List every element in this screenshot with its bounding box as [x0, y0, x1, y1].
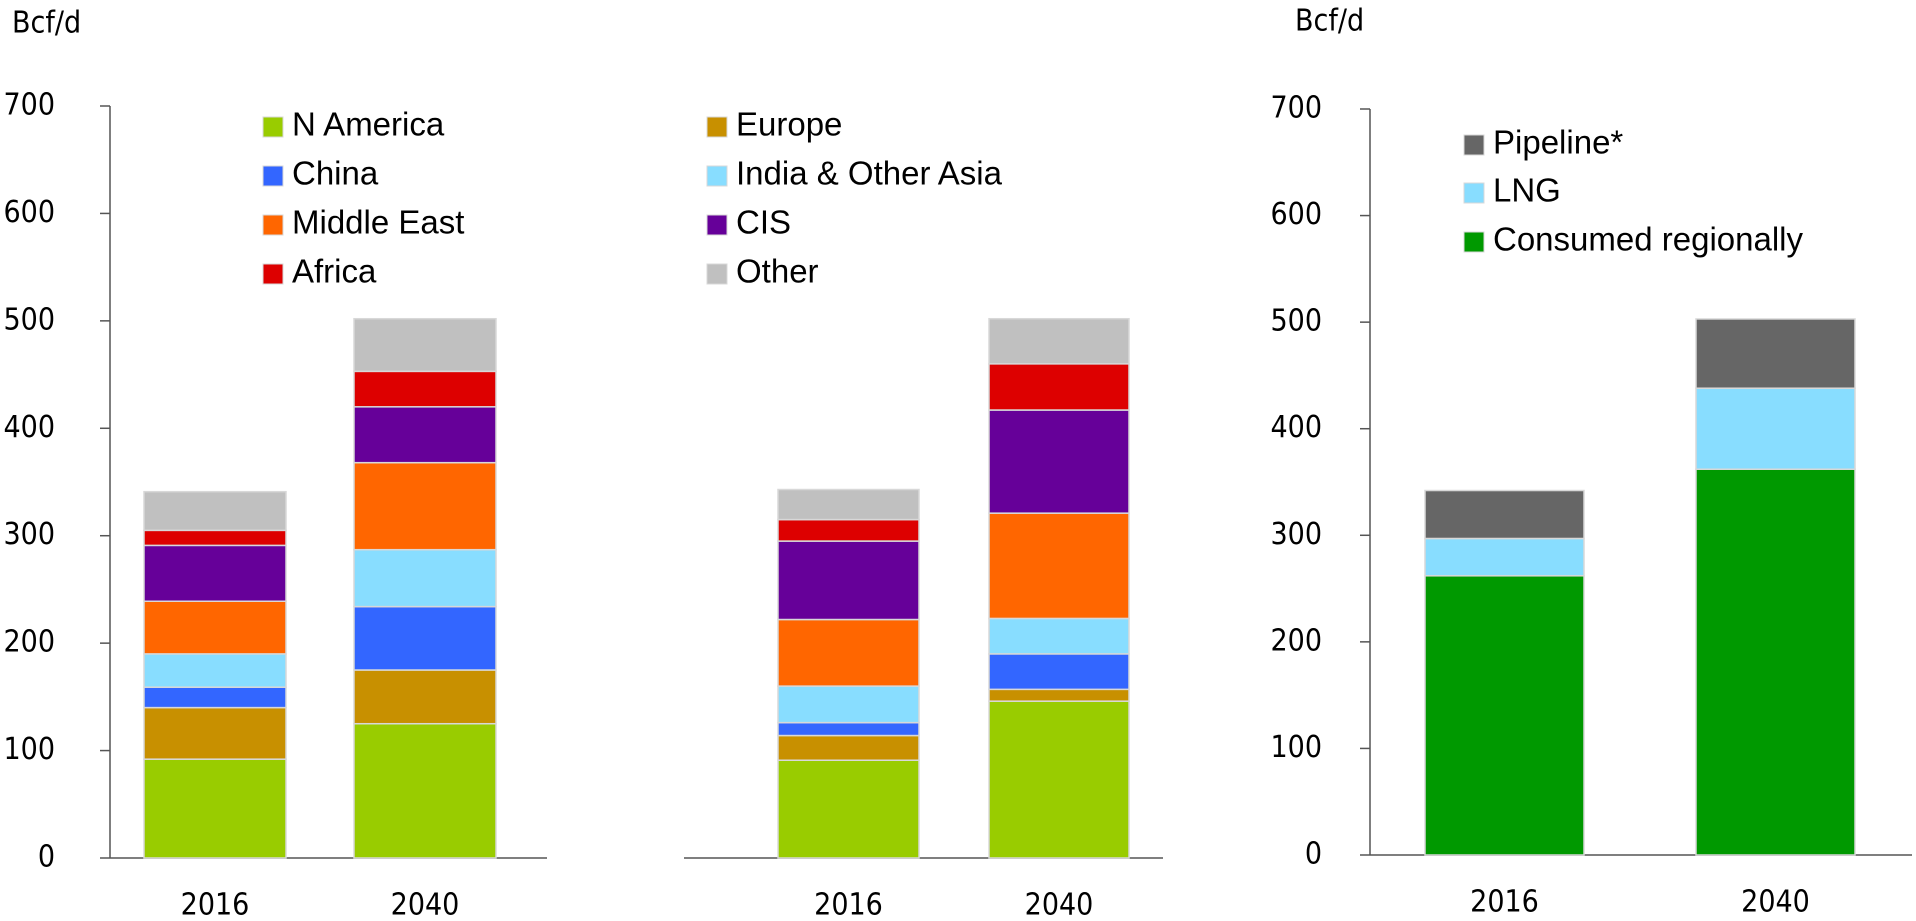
bar-segment — [777, 518, 920, 542]
legend-swatch — [706, 263, 728, 285]
bar-segment — [353, 548, 497, 608]
bar-segment — [988, 317, 1130, 365]
bar-segment — [143, 490, 287, 532]
y-tick-label: 200 — [3, 625, 55, 660]
bar-segment — [143, 600, 287, 655]
y-tick-label: 400 — [3, 410, 55, 445]
y-tick-label: 200 — [1270, 623, 1322, 658]
bar-segment — [777, 685, 920, 724]
legend-label: Pipeline* — [1493, 124, 1623, 161]
bar-segment — [143, 653, 287, 688]
bar-segment — [777, 488, 920, 521]
legend-label: Europe — [736, 106, 842, 143]
bar-segment — [1695, 387, 1856, 470]
bar-segment — [353, 406, 497, 464]
bar-segment — [988, 409, 1130, 514]
bar-segment — [1695, 468, 1856, 856]
legend-swatch — [262, 165, 284, 187]
y-tick-label: 700 — [3, 88, 55, 123]
y-tick-label: 0 — [1305, 837, 1322, 872]
y-axis-label: Bcf/d — [12, 6, 81, 41]
bar-segment — [777, 759, 920, 859]
y-tick-label: 300 — [3, 517, 55, 552]
bar-segment — [143, 686, 287, 709]
bar-segment — [777, 721, 920, 737]
legend-swatch — [1463, 134, 1485, 156]
legend-label: China — [292, 155, 379, 192]
bar-segment — [1695, 318, 1856, 389]
legend-swatch — [262, 116, 284, 138]
x-tick-label: 2040 — [1741, 885, 1810, 920]
y-tick-label: 100 — [3, 732, 55, 767]
legend-label: Consumed regionally — [1493, 221, 1804, 258]
y-axis-label: Bcf/d — [1295, 4, 1364, 39]
legend-swatch — [706, 214, 728, 236]
legend-label: Middle East — [292, 204, 464, 241]
legend-label: LNG — [1493, 172, 1561, 209]
legend-swatch — [1463, 231, 1485, 253]
bar-segment — [988, 363, 1130, 411]
legend-label: CIS — [736, 204, 791, 241]
legend-swatch — [706, 165, 728, 187]
y-tick-label: 500 — [3, 302, 55, 337]
bar-segment — [988, 653, 1130, 691]
y-tick-label: 600 — [3, 195, 55, 230]
bar-segment — [1424, 537, 1585, 577]
bar-segment — [1424, 489, 1585, 540]
y-tick-label: 600 — [1270, 197, 1322, 232]
y-tick-label: 0 — [38, 840, 55, 875]
bar-segment — [777, 618, 920, 687]
bar-segment — [777, 734, 920, 761]
x-tick-label: 2016 — [814, 888, 883, 921]
bar-segment — [143, 544, 287, 602]
x-tick-label: 2016 — [1470, 885, 1539, 920]
bar-segment — [353, 669, 497, 725]
bar-segment — [988, 688, 1130, 702]
bar-segment — [143, 758, 287, 859]
bar-segment — [143, 529, 287, 547]
bar-segment — [777, 540, 920, 621]
legend-swatch — [1463, 182, 1485, 204]
x-tick-label: 2016 — [181, 888, 250, 921]
bar-segment — [988, 700, 1130, 859]
y-tick-label: 700 — [1270, 91, 1322, 126]
legend-label: Africa — [292, 253, 377, 290]
bar-segment — [353, 461, 497, 551]
bar-segment — [353, 605, 497, 671]
y-tick-label: 300 — [1270, 517, 1322, 552]
bar-segment — [353, 722, 497, 859]
bar-segment — [353, 317, 497, 373]
bar-segment — [1424, 575, 1585, 856]
legend-label: N America — [292, 106, 445, 143]
x-tick-label: 2040 — [1025, 888, 1094, 921]
legend-label: India & Other Asia — [736, 155, 1003, 192]
legend-swatch — [262, 214, 284, 236]
y-tick-label: 500 — [1270, 304, 1322, 339]
bar-segment — [988, 617, 1130, 655]
bar-segment — [988, 512, 1130, 620]
legend-swatch — [706, 116, 728, 138]
x-tick-label: 2040 — [391, 888, 460, 921]
bar-segment — [353, 370, 497, 408]
y-tick-label: 100 — [1270, 730, 1322, 765]
legend-label: Other — [736, 253, 819, 290]
y-tick-label: 400 — [1270, 410, 1322, 445]
legend-swatch — [262, 263, 284, 285]
bar-segment — [143, 706, 287, 760]
